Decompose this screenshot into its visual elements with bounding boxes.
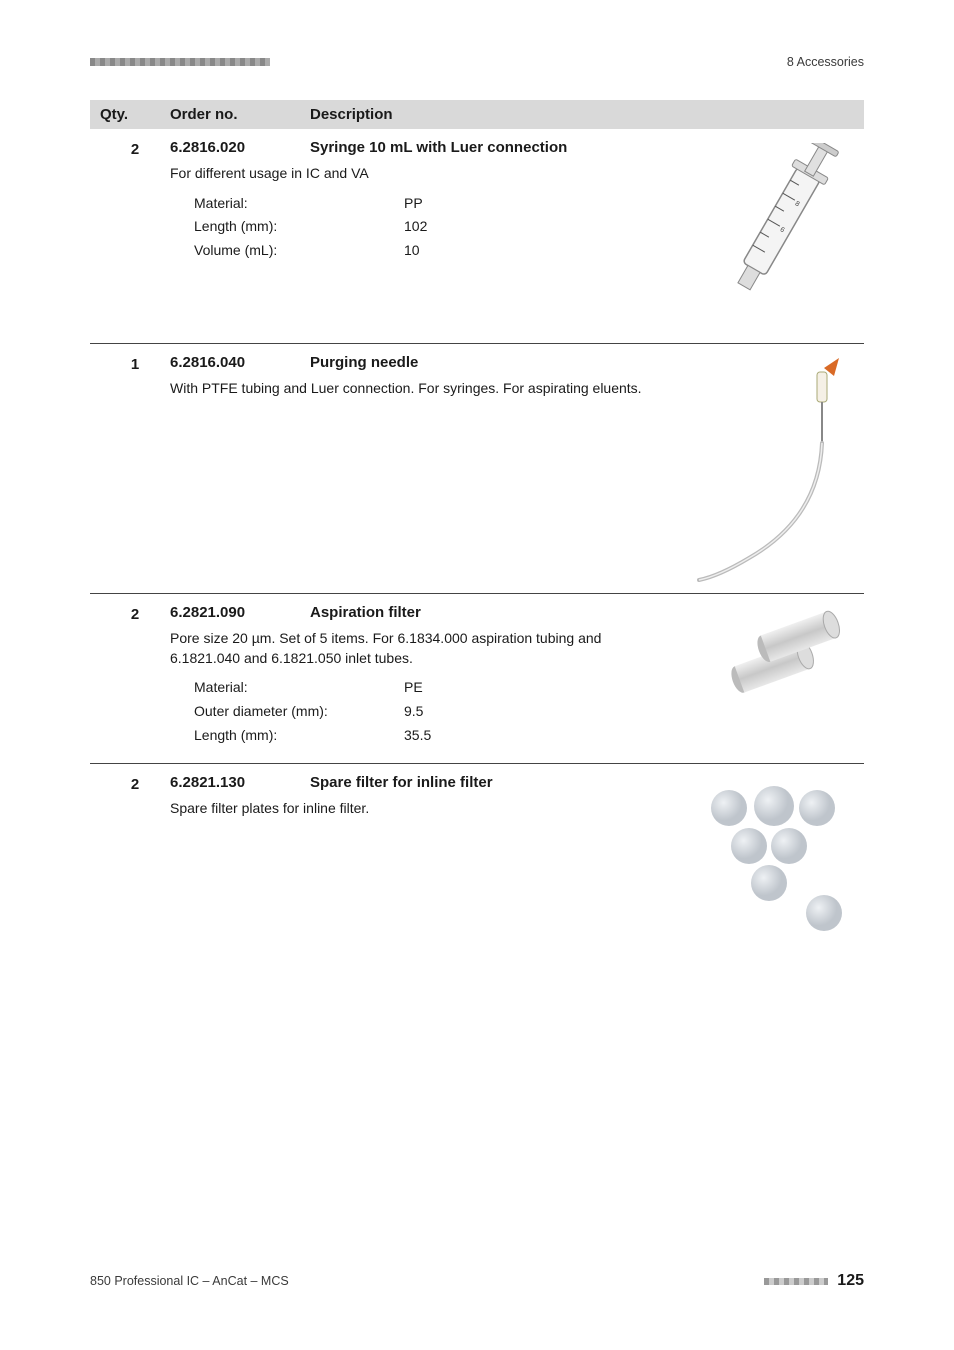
- order-no: 6.2821.130: [170, 774, 310, 791]
- spec-label: Length (mm):: [194, 215, 404, 239]
- filter-icon: [689, 608, 849, 708]
- qty-value: 2: [100, 604, 170, 763]
- content-area: Qty. Order no. Description 2 6.2816.020 …: [90, 100, 864, 938]
- order-no: 6.2821.090: [170, 604, 310, 621]
- page-number-group: 125: [764, 1272, 864, 1290]
- spec-value: PP: [404, 192, 423, 216]
- spec-label: Material:: [194, 676, 404, 700]
- item-desc: With PTFE tubing and Luer connection. Fo…: [170, 379, 674, 399]
- spec-table: Material:PE Outer diameter (mm):9.5 Leng…: [194, 676, 674, 747]
- item-desc: Spare filter plates for inline filter.: [170, 799, 674, 819]
- qty-value: 2: [100, 774, 170, 938]
- col-header-qty: Qty.: [100, 106, 170, 123]
- spec-value: PE: [404, 676, 423, 700]
- item-image: [684, 774, 854, 938]
- col-header-order: Order no.: [170, 106, 310, 123]
- syringe-icon: 8 6: [694, 143, 844, 343]
- item-desc: Pore size 20 µm. Set of 5 items. For 6.1…: [170, 629, 674, 668]
- spec-value: 9.5: [404, 700, 423, 724]
- table-row: 1 6.2816.040 Purging needle With PTFE tu…: [90, 344, 864, 594]
- section-label: 8 Accessories: [787, 55, 864, 69]
- spec-label: Outer diameter (mm):: [194, 700, 404, 724]
- qty-value: 2: [100, 139, 170, 343]
- order-no: 6.2816.020: [170, 139, 310, 156]
- qty-value: 1: [100, 354, 170, 593]
- item-title: Syringe 10 mL with Luer connection: [310, 139, 567, 156]
- table-row: 2 6.2821.130 Spare filter for inline fil…: [90, 764, 864, 938]
- item-title: Aspiration filter: [310, 604, 421, 621]
- item-title: Purging needle: [310, 354, 418, 371]
- page-footer: 850 Professional IC – AnCat – MCS 125: [90, 1272, 864, 1290]
- item-desc: For different usage in IC and VA: [170, 164, 674, 184]
- spec-value: 102: [404, 215, 427, 239]
- spec-table: Material:PP Length (mm):102 Volume (mL):…: [194, 192, 674, 263]
- page-number: 125: [837, 1272, 864, 1289]
- table-row: 2 6.2821.090 Aspiration filter Pore size…: [90, 594, 864, 764]
- discs-icon: [689, 778, 849, 938]
- footer-stripe-icon: [764, 1278, 828, 1285]
- needle-icon: [689, 358, 849, 588]
- header-stripe: [90, 58, 270, 68]
- item-title: Spare filter for inline filter: [310, 774, 493, 791]
- spec-value: 35.5: [404, 724, 431, 748]
- item-image: [684, 604, 854, 763]
- order-no: 6.2816.040: [170, 354, 310, 371]
- spec-label: Length (mm):: [194, 724, 404, 748]
- item-image: 8 6: [684, 139, 854, 343]
- col-header-desc: Description: [310, 106, 854, 123]
- spec-value: 10: [404, 239, 420, 263]
- spec-label: Material:: [194, 192, 404, 216]
- spec-label: Volume (mL):: [194, 239, 404, 263]
- table-header-row: Qty. Order no. Description: [90, 100, 864, 129]
- item-image: [684, 354, 854, 593]
- table-row: 2 6.2816.020 Syringe 10 mL with Luer con…: [90, 129, 864, 344]
- product-name: 850 Professional IC – AnCat – MCS: [90, 1274, 289, 1288]
